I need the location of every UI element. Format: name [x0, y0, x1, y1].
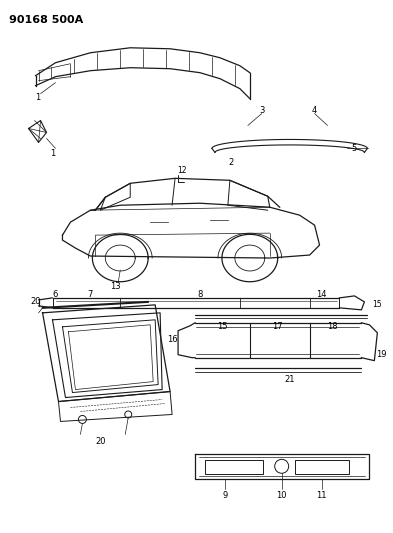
Text: 10: 10: [276, 491, 287, 500]
Text: 21: 21: [285, 375, 295, 384]
Text: 12: 12: [177, 166, 187, 175]
Text: 7: 7: [88, 290, 93, 300]
Text: 14: 14: [316, 290, 327, 300]
Text: 8: 8: [197, 290, 203, 300]
FancyBboxPatch shape: [205, 461, 263, 474]
Text: 20: 20: [95, 437, 106, 446]
Text: 15: 15: [373, 301, 382, 309]
Text: 2: 2: [228, 158, 233, 167]
Text: 13: 13: [110, 282, 121, 292]
Text: 18: 18: [327, 322, 338, 332]
Text: 90168 500A: 90168 500A: [9, 15, 83, 25]
Text: 15: 15: [217, 322, 227, 332]
Text: 17: 17: [272, 322, 283, 332]
Text: 1: 1: [50, 149, 55, 158]
Text: 9: 9: [222, 491, 228, 500]
Text: 11: 11: [316, 491, 327, 500]
FancyBboxPatch shape: [295, 461, 349, 474]
Text: 16: 16: [167, 335, 177, 344]
Text: 19: 19: [376, 350, 387, 359]
Text: 5: 5: [352, 144, 357, 153]
Text: 20: 20: [30, 297, 41, 306]
Text: 6: 6: [53, 290, 58, 300]
Text: 1: 1: [35, 93, 40, 102]
Text: 3: 3: [259, 106, 264, 115]
Text: 4: 4: [312, 106, 317, 115]
